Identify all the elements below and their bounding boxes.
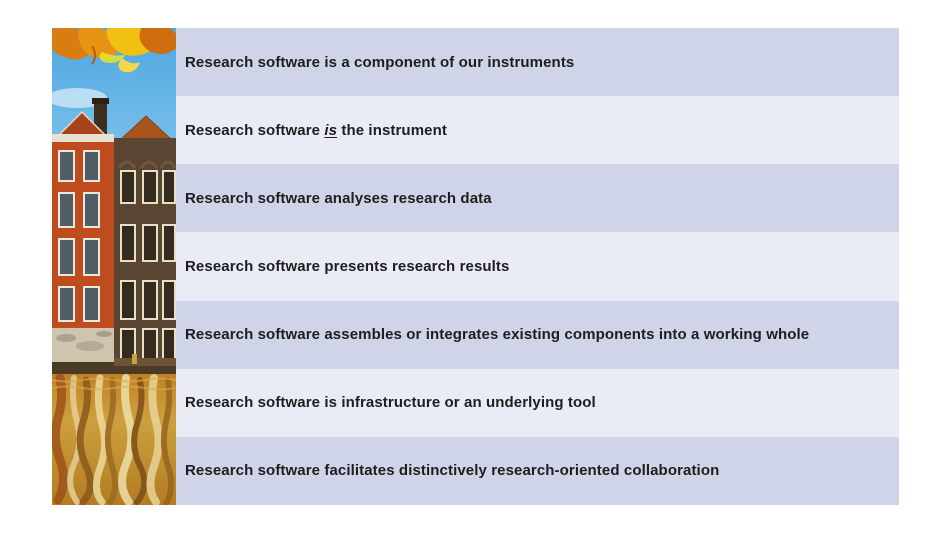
row-text: Research software is a component of our …: [185, 53, 575, 71]
row-text: Research software analyses research data: [185, 189, 492, 207]
table-row: Research software analyses research data: [176, 164, 899, 233]
definition-rows: Research software is a component of our …: [176, 28, 899, 505]
row-text: Research software is infrastructure or a…: [185, 394, 596, 412]
table-row: Research software assembles or integrate…: [176, 300, 899, 369]
table-row: Research software is infrastructure or a…: [176, 368, 899, 437]
canal-houses-photo: [52, 28, 176, 505]
research-software-slide: Research software is a component of our …: [52, 28, 899, 505]
table-row: Research software facilitates distinctiv…: [176, 436, 899, 505]
row-text: Research software is the instrument: [185, 121, 447, 139]
table-row: Research software presents research resu…: [176, 232, 899, 301]
canal-houses-illustration: [52, 28, 176, 505]
row-text: Research software assembles or integrate…: [185, 326, 810, 344]
table-row: Research software is the instrument: [176, 96, 899, 165]
table-row: Research software is a component of our …: [176, 28, 899, 97]
emphasized-is: is: [324, 121, 338, 139]
row-text: Research software facilitates distinctiv…: [185, 462, 720, 480]
row-text: Research software presents research resu…: [185, 257, 510, 275]
